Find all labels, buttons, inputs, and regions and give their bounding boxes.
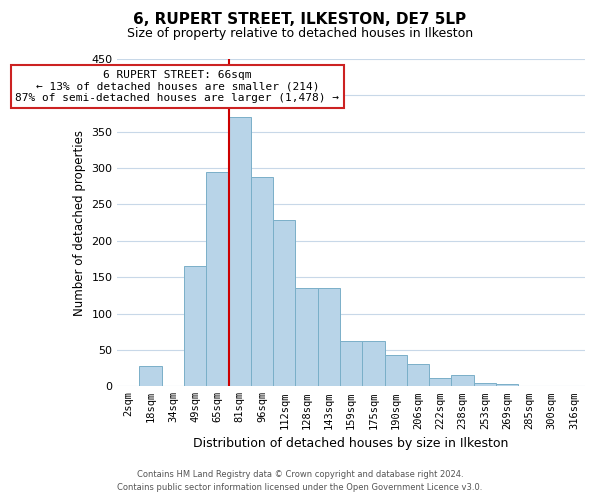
Text: Size of property relative to detached houses in Ilkeston: Size of property relative to detached ho… (127, 28, 473, 40)
Bar (206, 172, 229, 386)
Text: Contains HM Land Registry data © Crown copyright and database right 2024.
Contai: Contains HM Land Registry data © Crown c… (118, 470, 482, 492)
Bar (496, 384, 518, 386)
Bar (229, 117, 251, 386)
Bar (273, 220, 295, 386)
Bar (429, 378, 451, 386)
Bar (317, 288, 340, 386)
X-axis label: Distribution of detached houses by size in Ilkeston: Distribution of detached houses by size … (193, 437, 509, 450)
Bar (295, 288, 317, 386)
Bar (451, 376, 473, 386)
Bar (473, 382, 496, 386)
Text: 6 RUPERT STREET: 66sqm
← 13% of detached houses are smaller (214)
87% of semi-de: 6 RUPERT STREET: 66sqm ← 13% of detached… (16, 70, 340, 103)
Text: 6, RUPERT STREET, ILKESTON, DE7 5LP: 6, RUPERT STREET, ILKESTON, DE7 5LP (133, 12, 467, 28)
Bar (184, 266, 206, 386)
Bar (340, 341, 362, 386)
Bar (407, 364, 429, 386)
Y-axis label: Number of detached properties: Number of detached properties (73, 130, 86, 316)
Bar (251, 177, 273, 386)
Bar (139, 366, 162, 386)
Bar (385, 355, 407, 386)
Bar (362, 341, 385, 386)
